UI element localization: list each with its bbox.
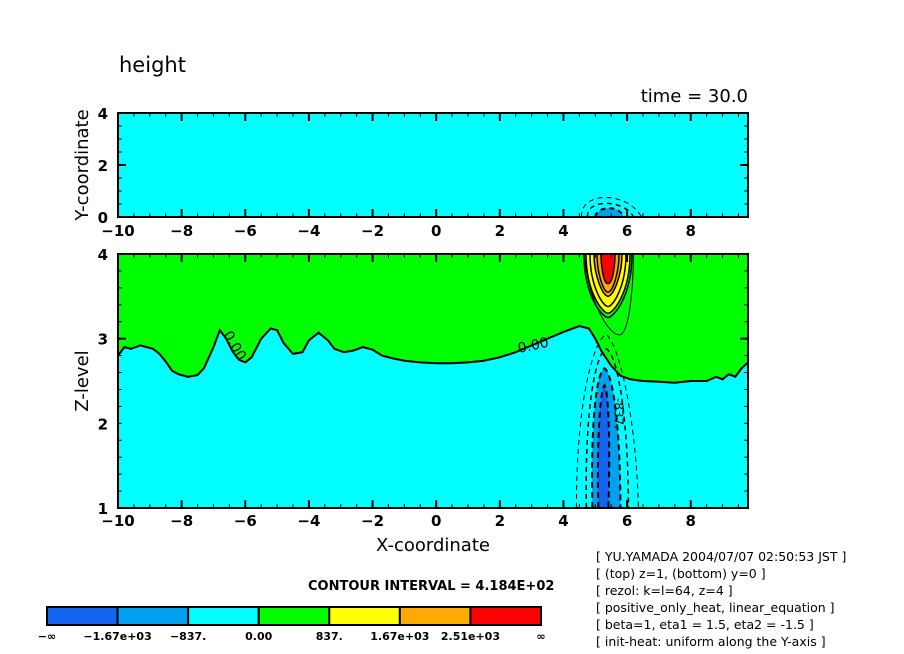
x-tick-label: 4 — [558, 222, 568, 240]
contour-interval-label: CONTOUR INTERVAL = 4.184E+02 — [308, 579, 554, 594]
x-tick-label: −4 — [297, 512, 320, 530]
y-tick-label: 0 — [98, 209, 108, 227]
bottom-y-axis-label: Z-level — [72, 350, 93, 411]
colorbar-bin — [188, 607, 259, 625]
x-tick-label: 0 — [431, 512, 441, 530]
info-line: [ (top) z=1, (bottom) y=0 ] — [596, 565, 846, 582]
colorbar-tick-label: 837. — [316, 630, 343, 643]
top-y-axis-label: Y-coordinate — [72, 109, 93, 221]
x-tick-label: 6 — [622, 512, 632, 530]
colorbar-bin — [259, 607, 330, 625]
bottom-panel: 0.000.00-837. −10−8−6−4−202468 1234 X-co… — [72, 246, 748, 556]
colorbar-tick-label: −837. — [170, 630, 206, 643]
colorbar-tick-label: −∞ — [38, 630, 56, 643]
x-tick-label: −8 — [170, 512, 193, 530]
bottom-x-tick-labels: −10−8−6−4−202468 — [101, 512, 696, 530]
colorbar-bin — [329, 607, 400, 625]
colorbar-bin — [118, 607, 189, 625]
x-tick-label: 0 — [431, 222, 441, 240]
time-label: time = 30.0 — [641, 86, 748, 107]
y-tick-label: 1 — [98, 500, 108, 518]
x-axis-label: X-coordinate — [376, 535, 490, 556]
top-panel: −10−8−6−4−202468 024 Y-coordinate — [72, 105, 748, 240]
x-tick-label: 6 — [622, 222, 632, 240]
x-tick-label: −6 — [234, 222, 257, 240]
info-line: [ YU.YAMADA 2004/07/07 02:50:53 JST ] — [596, 548, 846, 565]
colorbar-tick-label: −1.67e+03 — [83, 630, 151, 643]
colorbar-bin — [470, 607, 541, 625]
bottom-y-tick-labels: 1 2 3 4 — [98, 246, 108, 518]
top-panel-background — [118, 113, 748, 217]
x-tick-label: 2 — [495, 222, 505, 240]
y-tick-label: 3 — [98, 331, 108, 349]
x-tick-label: −6 — [234, 512, 257, 530]
y-tick-label: 2 — [98, 415, 108, 433]
info-line: [ positive_only_heat, linear_equation ] — [596, 599, 846, 616]
x-tick-label: 4 — [558, 512, 568, 530]
y-tick-label: 2 — [98, 157, 108, 175]
y-tick-label: 4 — [98, 246, 108, 264]
info-line: [ beta=1, eta1 = 1.5, eta2 = -1.5 ] — [596, 616, 846, 633]
colorbar-tick-labels: −∞ −1.67e+03 −837. 0.00 837. 1.67e+03 2.51e+03… — [38, 630, 546, 643]
info-line: [ init-heat: uniform along the Y-axis ] — [596, 633, 846, 650]
y-tick-label: 4 — [98, 105, 108, 123]
colorbar-tick-label: 2.51e+03 — [441, 630, 500, 643]
x-tick-label: −8 — [170, 222, 193, 240]
x-tick-label: 2 — [495, 512, 505, 530]
colorbar-tick-label: 1.67e+03 — [370, 630, 429, 643]
x-tick-label: 8 — [686, 222, 696, 240]
contour-label-negative: -837. — [611, 398, 625, 429]
x-tick-label: −2 — [361, 512, 384, 530]
colorbar-bin — [400, 607, 471, 625]
top-x-tick-labels: −10−8−6−4−202468 — [101, 222, 696, 240]
x-tick-label: −4 — [297, 222, 320, 240]
info-line: [ rezol: k=l=64, z=4 ] — [596, 582, 846, 599]
colorbar-tick-label: 0.00 — [245, 630, 272, 643]
x-tick-label: 8 — [686, 512, 696, 530]
top-y-tick-labels: 0 2 4 — [98, 105, 108, 227]
info-block: [ YU.YAMADA 2004/07/07 02:50:53 JST ][ (… — [596, 548, 846, 650]
colorbar-tick-label: ∞ — [536, 630, 545, 643]
colorbar-bin — [47, 607, 118, 625]
figure-title: height — [119, 53, 186, 77]
colorbar — [47, 607, 541, 625]
x-tick-label: −2 — [361, 222, 384, 240]
